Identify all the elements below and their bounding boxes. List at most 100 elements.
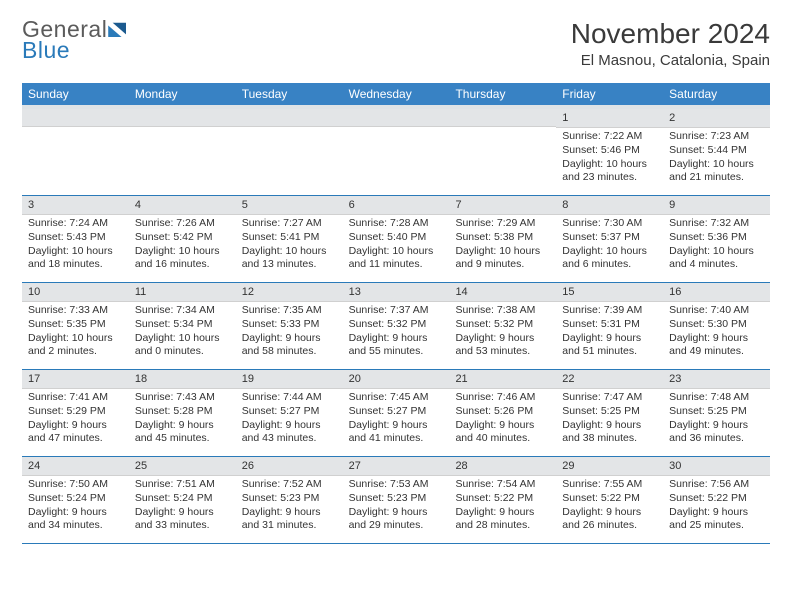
day-sunrise: Sunrise: 7:27 AM bbox=[242, 217, 337, 231]
day-cell: 26Sunrise: 7:52 AMSunset: 5:23 PMDayligh… bbox=[236, 457, 343, 543]
day-body: Sunrise: 7:56 AMSunset: 5:22 PMDaylight:… bbox=[663, 476, 770, 537]
day-number: 11 bbox=[129, 283, 236, 302]
week-row: 17Sunrise: 7:41 AMSunset: 5:29 PMDayligh… bbox=[22, 370, 770, 457]
day-daylight1: Daylight: 9 hours bbox=[669, 332, 764, 346]
calendar: Sunday Monday Tuesday Wednesday Thursday… bbox=[22, 83, 770, 544]
day-sunrise: Sunrise: 7:37 AM bbox=[349, 304, 444, 318]
weekday-sunday: Sunday bbox=[22, 83, 129, 105]
day-body: Sunrise: 7:46 AMSunset: 5:26 PMDaylight:… bbox=[449, 389, 556, 450]
day-cell: 3Sunrise: 7:24 AMSunset: 5:43 PMDaylight… bbox=[22, 196, 129, 282]
day-cell: 19Sunrise: 7:44 AMSunset: 5:27 PMDayligh… bbox=[236, 370, 343, 456]
day-sunrise: Sunrise: 7:24 AM bbox=[28, 217, 123, 231]
day-daylight2: and 58 minutes. bbox=[242, 345, 337, 359]
day-sunset: Sunset: 5:30 PM bbox=[669, 318, 764, 332]
logo-triangle-icon bbox=[108, 18, 128, 41]
weeks-container: 1Sunrise: 7:22 AMSunset: 5:46 PMDaylight… bbox=[22, 109, 770, 544]
day-cell: 2Sunrise: 7:23 AMSunset: 5:44 PMDaylight… bbox=[663, 109, 770, 195]
day-daylight2: and 34 minutes. bbox=[28, 519, 123, 533]
day-sunrise: Sunrise: 7:45 AM bbox=[349, 391, 444, 405]
day-daylight1: Daylight: 9 hours bbox=[349, 332, 444, 346]
day-number: 29 bbox=[556, 457, 663, 476]
day-sunrise: Sunrise: 7:23 AM bbox=[669, 130, 764, 144]
day-sunset: Sunset: 5:22 PM bbox=[562, 492, 657, 506]
day-body: Sunrise: 7:45 AMSunset: 5:27 PMDaylight:… bbox=[343, 389, 450, 450]
day-number-empty bbox=[343, 109, 450, 127]
day-cell: 6Sunrise: 7:28 AMSunset: 5:40 PMDaylight… bbox=[343, 196, 450, 282]
day-cell: 27Sunrise: 7:53 AMSunset: 5:23 PMDayligh… bbox=[343, 457, 450, 543]
day-daylight1: Daylight: 10 hours bbox=[349, 245, 444, 259]
day-cell: 15Sunrise: 7:39 AMSunset: 5:31 PMDayligh… bbox=[556, 283, 663, 369]
day-sunset: Sunset: 5:37 PM bbox=[562, 231, 657, 245]
day-sunset: Sunset: 5:44 PM bbox=[669, 144, 764, 158]
day-cell: 14Sunrise: 7:38 AMSunset: 5:32 PMDayligh… bbox=[449, 283, 556, 369]
day-sunset: Sunset: 5:31 PM bbox=[562, 318, 657, 332]
day-sunrise: Sunrise: 7:40 AM bbox=[669, 304, 764, 318]
day-sunset: Sunset: 5:32 PM bbox=[349, 318, 444, 332]
day-sunrise: Sunrise: 7:53 AM bbox=[349, 478, 444, 492]
day-number-empty bbox=[129, 109, 236, 127]
day-body: Sunrise: 7:34 AMSunset: 5:34 PMDaylight:… bbox=[129, 302, 236, 363]
day-sunset: Sunset: 5:27 PM bbox=[242, 405, 337, 419]
day-daylight1: Daylight: 10 hours bbox=[242, 245, 337, 259]
weekday-tuesday: Tuesday bbox=[236, 83, 343, 105]
day-daylight1: Daylight: 9 hours bbox=[135, 419, 230, 433]
day-daylight2: and 2 minutes. bbox=[28, 345, 123, 359]
day-number: 9 bbox=[663, 196, 770, 215]
day-daylight2: and 18 minutes. bbox=[28, 258, 123, 272]
logo-text-blue: Blue bbox=[22, 39, 128, 62]
day-number: 16 bbox=[663, 283, 770, 302]
day-number-empty bbox=[236, 109, 343, 127]
day-cell: 4Sunrise: 7:26 AMSunset: 5:42 PMDaylight… bbox=[129, 196, 236, 282]
day-daylight1: Daylight: 10 hours bbox=[562, 158, 657, 172]
day-number: 30 bbox=[663, 457, 770, 476]
day-number: 17 bbox=[22, 370, 129, 389]
day-sunset: Sunset: 5:33 PM bbox=[242, 318, 337, 332]
day-daylight1: Daylight: 10 hours bbox=[28, 245, 123, 259]
week-row: 3Sunrise: 7:24 AMSunset: 5:43 PMDaylight… bbox=[22, 196, 770, 283]
day-daylight1: Daylight: 10 hours bbox=[562, 245, 657, 259]
day-sunset: Sunset: 5:41 PM bbox=[242, 231, 337, 245]
day-cell: 10Sunrise: 7:33 AMSunset: 5:35 PMDayligh… bbox=[22, 283, 129, 369]
title-block: November 2024 El Masnou, Catalonia, Spai… bbox=[571, 18, 770, 69]
day-daylight1: Daylight: 9 hours bbox=[135, 506, 230, 520]
day-daylight1: Daylight: 9 hours bbox=[562, 419, 657, 433]
logo: GeneralBlue bbox=[22, 18, 128, 62]
day-sunrise: Sunrise: 7:41 AM bbox=[28, 391, 123, 405]
day-body: Sunrise: 7:30 AMSunset: 5:37 PMDaylight:… bbox=[556, 215, 663, 276]
day-sunrise: Sunrise: 7:54 AM bbox=[455, 478, 550, 492]
day-body: Sunrise: 7:40 AMSunset: 5:30 PMDaylight:… bbox=[663, 302, 770, 363]
day-daylight1: Daylight: 9 hours bbox=[669, 506, 764, 520]
day-sunrise: Sunrise: 7:44 AM bbox=[242, 391, 337, 405]
day-sunset: Sunset: 5:23 PM bbox=[349, 492, 444, 506]
day-sunset: Sunset: 5:32 PM bbox=[455, 318, 550, 332]
month-title: November 2024 bbox=[571, 18, 770, 50]
day-body: Sunrise: 7:33 AMSunset: 5:35 PMDaylight:… bbox=[22, 302, 129, 363]
weekday-header-row: Sunday Monday Tuesday Wednesday Thursday… bbox=[22, 83, 770, 105]
day-sunrise: Sunrise: 7:38 AM bbox=[455, 304, 550, 318]
day-daylight1: Daylight: 10 hours bbox=[669, 158, 764, 172]
day-daylight2: and 45 minutes. bbox=[135, 432, 230, 446]
day-daylight2: and 25 minutes. bbox=[669, 519, 764, 533]
day-daylight2: and 43 minutes. bbox=[242, 432, 337, 446]
day-number: 13 bbox=[343, 283, 450, 302]
day-sunset: Sunset: 5:35 PM bbox=[28, 318, 123, 332]
day-daylight1: Daylight: 9 hours bbox=[349, 419, 444, 433]
weekday-wednesday: Wednesday bbox=[343, 83, 450, 105]
day-sunset: Sunset: 5:34 PM bbox=[135, 318, 230, 332]
day-cell: 29Sunrise: 7:55 AMSunset: 5:22 PMDayligh… bbox=[556, 457, 663, 543]
day-body: Sunrise: 7:29 AMSunset: 5:38 PMDaylight:… bbox=[449, 215, 556, 276]
day-sunrise: Sunrise: 7:33 AM bbox=[28, 304, 123, 318]
day-cell: 7Sunrise: 7:29 AMSunset: 5:38 PMDaylight… bbox=[449, 196, 556, 282]
day-body: Sunrise: 7:22 AMSunset: 5:46 PMDaylight:… bbox=[556, 128, 663, 189]
day-number: 26 bbox=[236, 457, 343, 476]
day-daylight2: and 55 minutes. bbox=[349, 345, 444, 359]
day-daylight2: and 29 minutes. bbox=[349, 519, 444, 533]
day-body: Sunrise: 7:27 AMSunset: 5:41 PMDaylight:… bbox=[236, 215, 343, 276]
day-sunset: Sunset: 5:22 PM bbox=[455, 492, 550, 506]
day-sunset: Sunset: 5:43 PM bbox=[28, 231, 123, 245]
day-sunrise: Sunrise: 7:48 AM bbox=[669, 391, 764, 405]
day-body: Sunrise: 7:38 AMSunset: 5:32 PMDaylight:… bbox=[449, 302, 556, 363]
day-daylight1: Daylight: 9 hours bbox=[242, 419, 337, 433]
day-cell: 16Sunrise: 7:40 AMSunset: 5:30 PMDayligh… bbox=[663, 283, 770, 369]
day-number-empty bbox=[449, 109, 556, 127]
